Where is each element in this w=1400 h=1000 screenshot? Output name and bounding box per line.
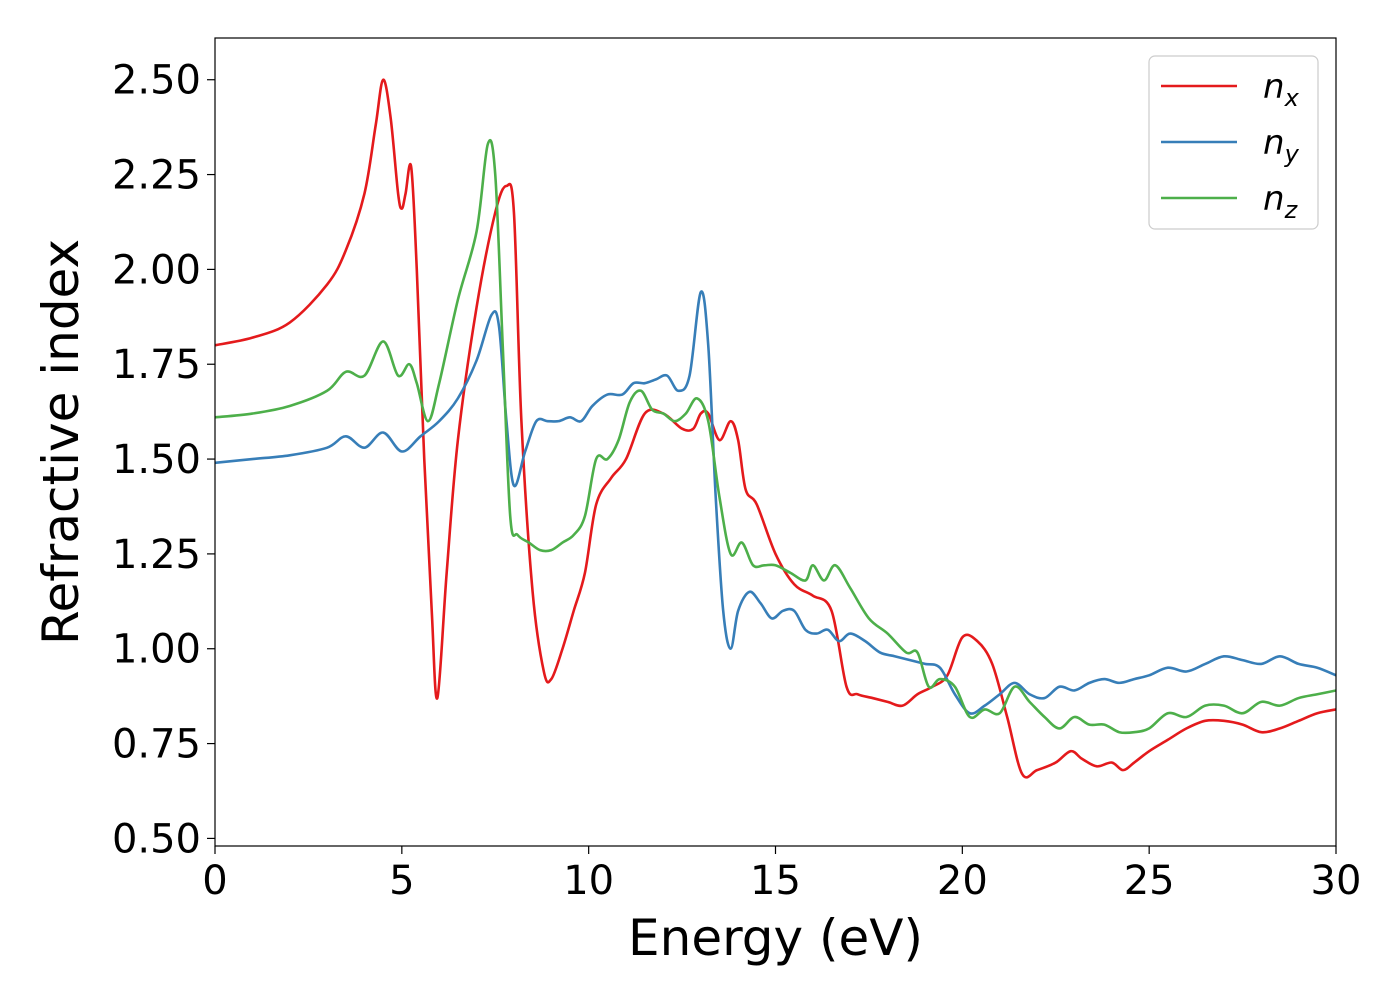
legend-label-y: ny — [1263, 123, 1300, 168]
x-axis-ticks: 0 5 10 15 20 25 30 — [202, 846, 1361, 904]
plot-area — [215, 78, 1336, 779]
x-axis-label: Energy (eV) — [628, 909, 923, 967]
y-tick-label: 1.25 — [112, 532, 201, 578]
y-tick-label: 2.50 — [112, 58, 201, 104]
x-tick-label: 15 — [750, 858, 801, 904]
y-tick-label: 1.50 — [112, 437, 201, 483]
series-line-x — [215, 78, 1336, 779]
x-tick-label: 5 — [389, 858, 414, 904]
x-tick-label: 10 — [563, 858, 614, 904]
y-axis-ticks: 0.50 0.75 1.00 1.25 1.50 1.75 2.00 2.25 2.50 — [112, 58, 215, 862]
y-tick-label: 2.00 — [112, 247, 201, 293]
legend-label-z: nz — [1263, 179, 1299, 224]
y-tick-label: 0.50 — [112, 816, 201, 862]
legend: nx ny nz — [1148, 55, 1319, 230]
y-tick-label: 0.75 — [112, 722, 201, 768]
y-tick-label: 2.25 — [112, 153, 201, 199]
x-tick-label: 25 — [1124, 858, 1175, 904]
series-line-z — [215, 138, 1336, 735]
y-tick-label: 1.75 — [112, 342, 201, 388]
legend-label-x: nx — [1263, 67, 1300, 112]
series-line-y — [215, 290, 1336, 715]
y-tick-label: 1.00 — [112, 627, 201, 673]
x-tick-label: 0 — [202, 858, 227, 904]
x-tick-label: 30 — [1311, 858, 1362, 904]
x-tick-label: 20 — [937, 858, 988, 904]
y-axis-label: Refractive index — [32, 239, 90, 645]
